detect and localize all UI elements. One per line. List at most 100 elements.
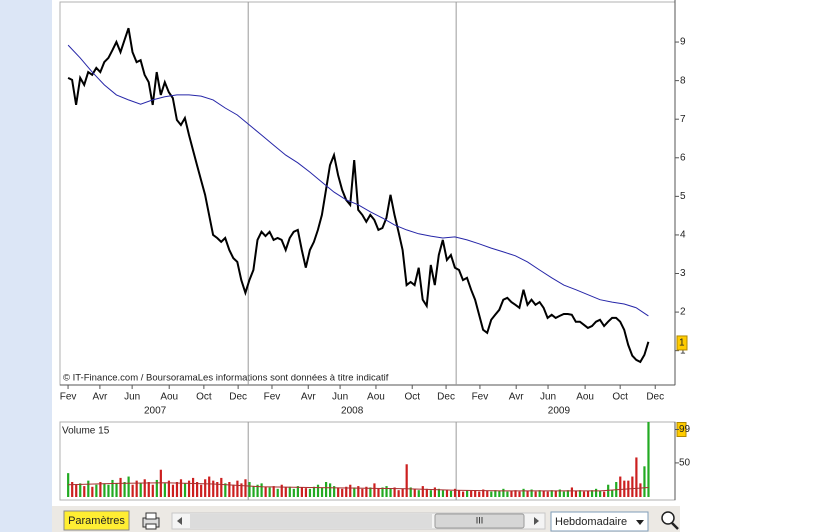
- volume-bar: [490, 491, 493, 497]
- volume-bar: [111, 479, 114, 497]
- x-tick-label: Dec: [437, 392, 455, 403]
- volume-bar: [502, 488, 505, 497]
- volume-bar: [87, 480, 90, 497]
- volume-bar: [635, 457, 638, 497]
- current-value-label: 1: [679, 338, 685, 349]
- volume-bar: [248, 482, 251, 497]
- current-value-box: [676, 335, 688, 351]
- volume-bar: [413, 488, 416, 497]
- volume-bar: [272, 486, 275, 497]
- x-tick-label: Oct: [404, 392, 420, 403]
- volume-bar: [619, 476, 622, 497]
- price-line: [67, 27, 650, 364]
- volume-bar: [341, 488, 344, 497]
- volume-bar: [554, 490, 557, 497]
- volume-bar: [216, 482, 219, 497]
- chart-panel: [52, 0, 680, 532]
- volume-bar: [143, 479, 146, 497]
- volume-bar: [175, 482, 179, 497]
- volume-bar: [212, 480, 215, 497]
- volume-bar: [405, 464, 408, 497]
- zoom-icon[interactable]: [661, 511, 679, 530]
- volume-bar: [119, 477, 122, 497]
- volume-bar: [550, 490, 553, 497]
- volume-bar: [433, 487, 436, 497]
- volume-bar: [514, 490, 517, 497]
- volume-bar: [353, 487, 356, 497]
- volume-bar: [365, 486, 368, 497]
- volume-bar: [566, 490, 569, 497]
- volume-bar: [240, 483, 243, 497]
- volume-bar: [373, 483, 376, 497]
- settings-button[interactable]: [63, 510, 130, 531]
- print-icon[interactable]: [142, 512, 160, 530]
- volume-bar: [284, 487, 287, 497]
- volume-bar: [324, 482, 328, 497]
- volume-bar: [155, 479, 158, 497]
- volume-bar: [208, 476, 211, 497]
- volume-bar: [333, 486, 336, 497]
- volume-bar: [79, 483, 82, 497]
- volume-bar: [522, 488, 525, 497]
- volume-bar: [534, 491, 537, 497]
- volume-bar: [599, 490, 602, 497]
- volume-bar: [445, 489, 449, 497]
- volume-bar: [586, 490, 590, 497]
- x-tick-label: Jun: [540, 392, 556, 403]
- volume-bar: [457, 490, 461, 497]
- volume-bar: [163, 483, 166, 497]
- volume-bar: [312, 486, 316, 497]
- volume-bar: [115, 483, 118, 497]
- period-select[interactable]: [550, 511, 649, 532]
- y-tick-label: 8: [680, 75, 686, 86]
- volume-bar: [546, 491, 549, 497]
- volume-bar: [397, 490, 400, 497]
- settings-label[interactable]: Paramètres: [68, 515, 125, 527]
- volume-bar: [449, 490, 453, 497]
- volume-bar: [280, 484, 283, 497]
- volume-bar: [611, 490, 614, 497]
- volume-bar: [437, 488, 441, 497]
- volume-bar: [506, 491, 509, 497]
- volume-bar: [643, 466, 646, 497]
- volume-bar: [558, 489, 561, 497]
- select-arrow[interactable]: [636, 520, 644, 525]
- volume-bar: [607, 484, 610, 497]
- scroll-left[interactable]: [177, 517, 182, 525]
- volume-bar: [369, 487, 372, 497]
- volume-bar: [107, 484, 110, 497]
- volume-bar: [526, 490, 529, 497]
- volume-bar: [103, 483, 106, 497]
- scroll-thumb[interactable]: [434, 513, 525, 529]
- year-label: 2007: [144, 406, 167, 417]
- volume-bar: [288, 486, 291, 497]
- volume-bar: [478, 491, 481, 497]
- volume-bar: [83, 486, 86, 497]
- x-tick-label: Avr: [509, 392, 524, 403]
- volume-bar: [639, 483, 642, 497]
- price-chart: © IT-Finance.com / BoursoramaLes informa…: [59, 0, 688, 417]
- period-value[interactable]: Hebdomadaire: [555, 516, 627, 528]
- volume-bar: [228, 482, 231, 497]
- volume-bar: [530, 489, 533, 497]
- volume-bar: [171, 484, 175, 497]
- x-tick-label: Jun: [332, 392, 348, 403]
- volume-bar: [220, 477, 223, 497]
- volume-bar: [131, 484, 134, 497]
- volume-bar: [474, 490, 477, 497]
- volume-bar: [127, 476, 130, 497]
- volume-bar: [594, 488, 598, 497]
- volume-bar: [95, 484, 98, 497]
- volume-bar: [441, 490, 445, 497]
- volume-bar: [409, 487, 412, 497]
- volume-bar: [518, 491, 521, 497]
- volume-bar: [147, 482, 150, 497]
- volume-bar: [345, 486, 348, 497]
- y-tick-label: 2: [680, 307, 686, 318]
- volume-bar: [236, 480, 239, 497]
- x-tick-label: Aou: [576, 392, 594, 403]
- volume-bar: [542, 490, 545, 497]
- scroll-right[interactable]: [534, 517, 539, 525]
- y-tick-label: 6: [680, 152, 686, 163]
- x-tick-label: Avr: [301, 392, 316, 403]
